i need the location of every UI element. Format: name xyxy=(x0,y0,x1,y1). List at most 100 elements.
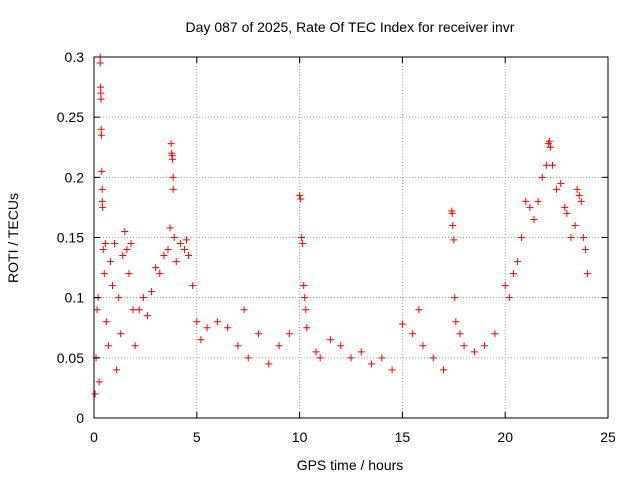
data-point xyxy=(213,318,221,326)
data-point xyxy=(575,191,583,199)
data-point xyxy=(125,270,133,278)
data-point xyxy=(97,89,105,97)
data-point xyxy=(450,236,458,244)
data-point xyxy=(127,240,135,248)
data-point xyxy=(170,234,178,241)
data-point xyxy=(189,282,197,290)
data-point xyxy=(573,185,581,193)
data-point xyxy=(509,270,517,278)
data-point xyxy=(567,234,575,241)
data-point xyxy=(518,234,526,241)
data-point xyxy=(398,320,406,328)
data-point xyxy=(275,342,283,350)
data-point xyxy=(244,354,252,362)
data-point xyxy=(545,137,553,145)
data-point xyxy=(156,270,164,278)
data-point xyxy=(505,294,513,302)
data-point xyxy=(121,227,129,235)
data-point xyxy=(109,282,117,290)
data-point xyxy=(571,221,579,229)
data-point xyxy=(240,306,248,314)
y-tick-label: 0.2 xyxy=(65,169,85,185)
y-tick-label: 0.1 xyxy=(65,290,85,306)
data-point xyxy=(347,354,355,362)
data-point xyxy=(415,306,423,314)
y-axis-label: ROTI / TECUs xyxy=(5,193,21,283)
x-tick-label: 20 xyxy=(497,429,513,445)
data-point xyxy=(135,306,143,314)
x-tick-label: 0 xyxy=(90,429,98,445)
data-point xyxy=(579,234,587,241)
data-point xyxy=(152,264,160,272)
data-point xyxy=(299,240,307,248)
data-point xyxy=(326,336,334,344)
data-point xyxy=(316,354,324,362)
y-tick-label: 0.15 xyxy=(57,230,84,246)
data-point xyxy=(548,161,556,169)
data-point xyxy=(169,173,177,181)
data-point xyxy=(481,342,489,350)
x-tick-label: 15 xyxy=(395,429,411,445)
data-point xyxy=(111,240,119,248)
data-point xyxy=(577,197,585,205)
data-point xyxy=(148,288,156,296)
data-point xyxy=(180,246,188,254)
data-points xyxy=(91,53,591,398)
data-point xyxy=(419,342,427,350)
data-point xyxy=(139,294,147,302)
data-point xyxy=(300,282,308,290)
data-point xyxy=(312,348,320,356)
y-tick-label: 0.05 xyxy=(57,350,84,366)
data-point xyxy=(526,203,534,211)
data-point xyxy=(172,258,180,266)
y-tick-label: 0 xyxy=(76,410,84,426)
data-point xyxy=(501,282,509,290)
data-point xyxy=(449,221,457,229)
data-point xyxy=(530,215,538,223)
data-point xyxy=(546,143,554,151)
data-point xyxy=(98,167,106,175)
x-tick-label: 25 xyxy=(600,429,616,445)
data-point xyxy=(101,240,109,248)
data-point xyxy=(119,252,127,260)
data-point xyxy=(563,209,571,217)
data-point xyxy=(234,342,242,350)
data-point xyxy=(534,197,542,205)
y-tick-label: 0.3 xyxy=(65,49,85,65)
data-point xyxy=(583,270,591,278)
data-point xyxy=(409,330,417,338)
data-point xyxy=(91,390,99,398)
data-point xyxy=(296,191,304,199)
data-point xyxy=(166,224,174,232)
data-point xyxy=(97,131,105,139)
data-point xyxy=(491,330,499,338)
data-point xyxy=(581,246,589,254)
data-point xyxy=(167,140,175,148)
data-point xyxy=(185,252,193,260)
data-point xyxy=(470,348,478,356)
data-point xyxy=(100,270,108,278)
data-point xyxy=(169,185,177,193)
data-point xyxy=(451,294,459,302)
data-point xyxy=(522,197,530,205)
data-point xyxy=(337,342,345,350)
grid-lines xyxy=(94,57,608,418)
data-point xyxy=(429,354,437,362)
data-point xyxy=(113,366,121,374)
data-point xyxy=(197,336,205,344)
data-point xyxy=(460,342,468,350)
data-point xyxy=(452,318,460,326)
x-tick-label: 10 xyxy=(292,429,308,445)
data-point xyxy=(448,209,456,217)
data-point xyxy=(285,330,293,338)
x-axis-label: GPS time / hours xyxy=(297,457,404,473)
data-point xyxy=(456,330,464,338)
data-point xyxy=(106,258,114,266)
x-tick-label: 5 xyxy=(193,429,201,445)
data-point xyxy=(160,252,168,260)
data-point xyxy=(97,95,105,103)
data-point xyxy=(164,246,172,254)
data-point xyxy=(131,342,139,350)
chart-title: Day 087 of 2025, Rate Of TEC Index for r… xyxy=(186,19,515,35)
